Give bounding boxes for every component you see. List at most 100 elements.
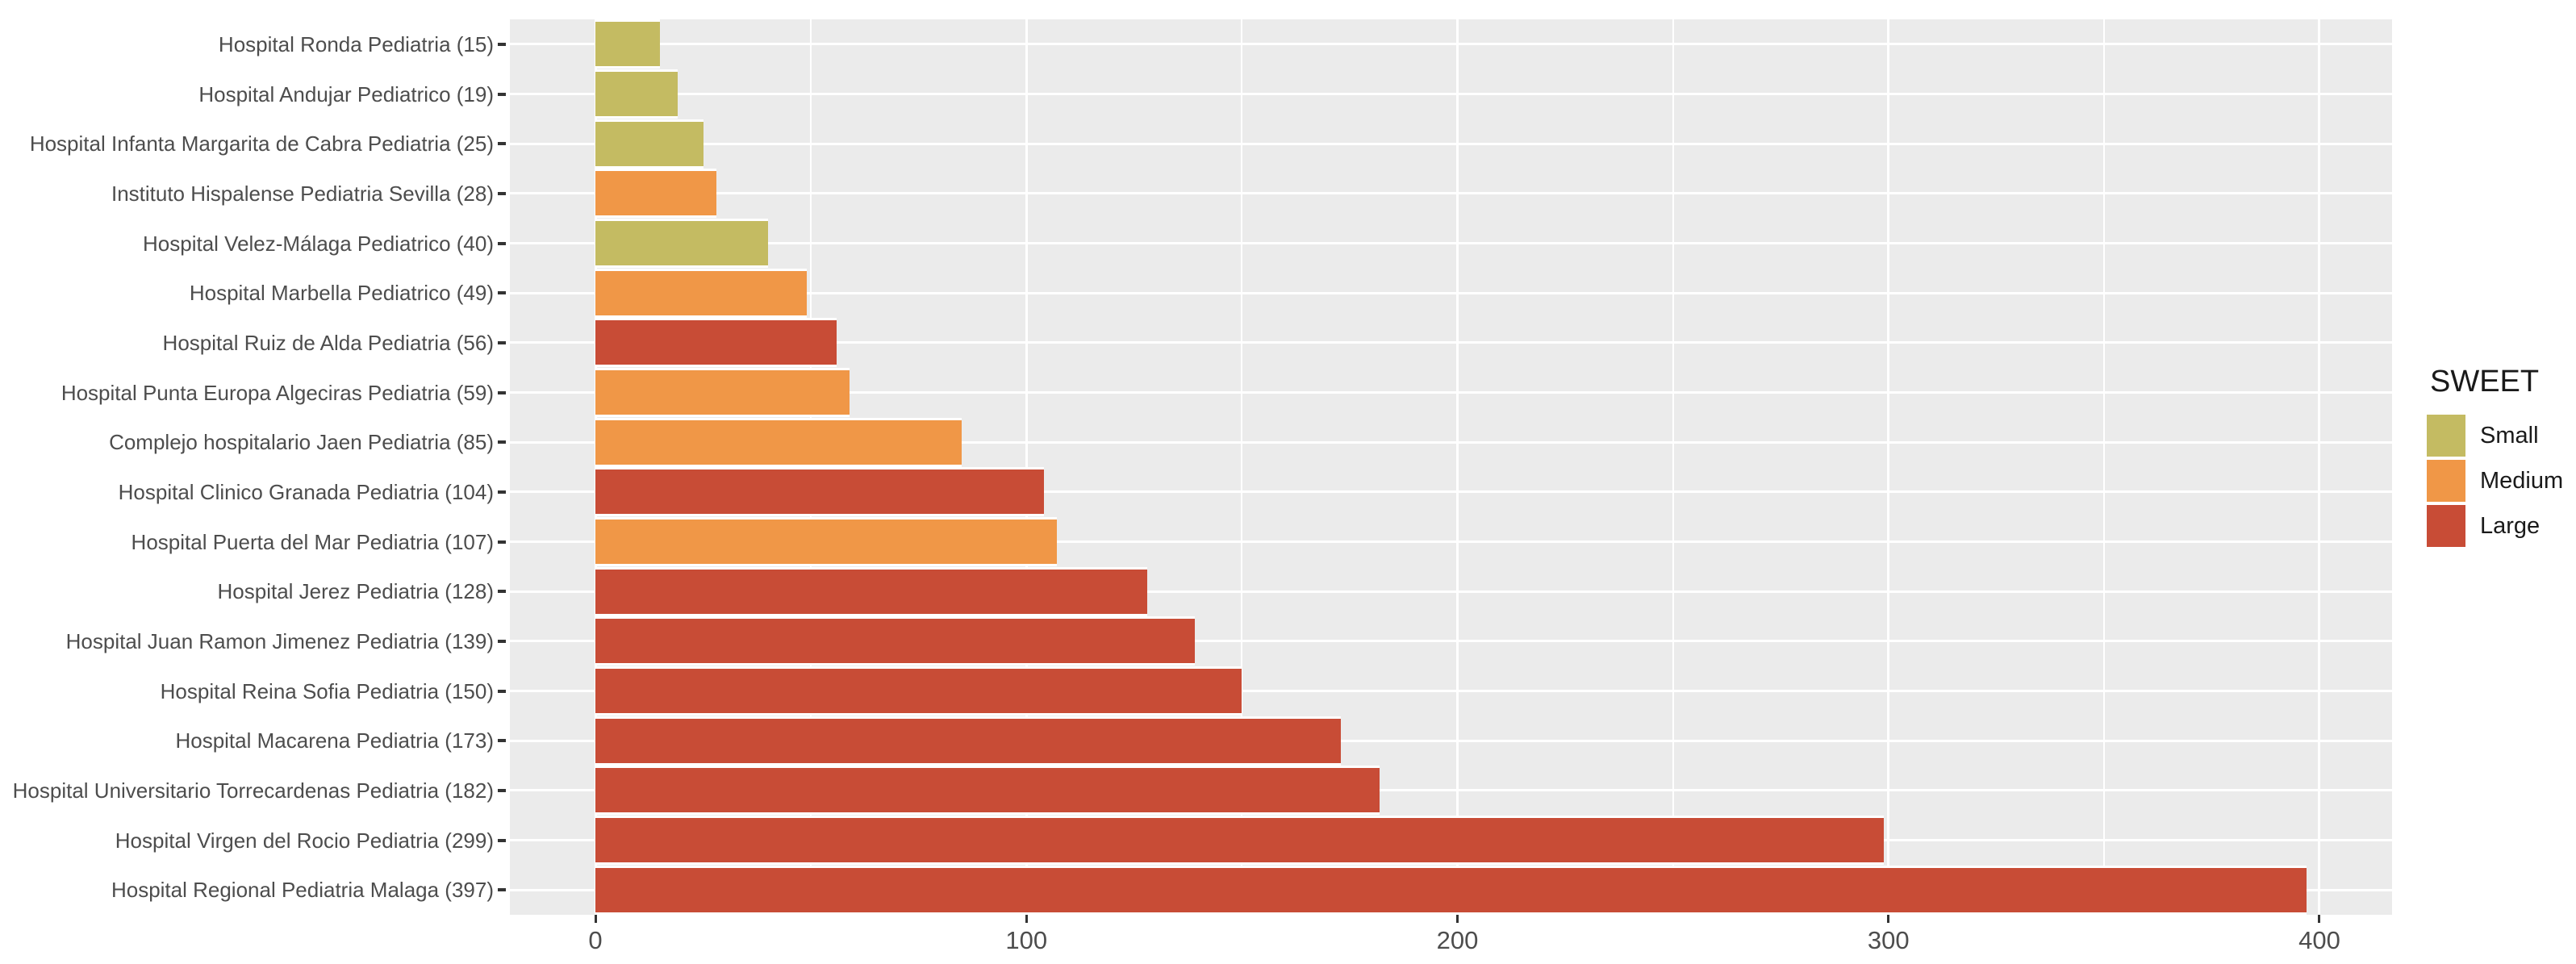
x-tick-mark xyxy=(2318,915,2321,923)
x-tick-mark xyxy=(1887,915,1890,923)
y-tick-mark xyxy=(498,590,506,594)
y-axis-label: Hospital Ronda Pediatria (15) xyxy=(218,31,494,56)
x-tick-label: 0 xyxy=(588,926,603,954)
bar-small-15 xyxy=(595,22,661,67)
legend-items: Small Medium Large xyxy=(2427,415,2576,547)
bar-large-182 xyxy=(595,768,1380,813)
gridline-y-row-4 xyxy=(510,242,2392,244)
y-axis-label: Hospital Jerez Pediatria (128) xyxy=(217,579,495,604)
y-axis-label: Hospital Marbella Pediatrico (49) xyxy=(189,281,494,306)
y-axis-label: Complejo hospitalario Jaen Pediatria (85… xyxy=(109,430,494,455)
gridline-minor-x-150 xyxy=(1241,19,1243,915)
gridline-minor-x-50 xyxy=(810,19,812,915)
y-tick-mark xyxy=(498,142,506,146)
gridline-major-x-300 xyxy=(1887,19,1890,915)
gridline-y-row-15 xyxy=(510,789,2392,792)
gridline-y-row-13 xyxy=(510,690,2392,692)
x-tick-mark xyxy=(1456,915,1459,923)
gridline-major-x-200 xyxy=(1456,19,1459,915)
bar-small-19 xyxy=(595,72,678,116)
bar-large-104 xyxy=(595,469,1044,515)
legend-item-small: Small xyxy=(2427,415,2576,457)
legend-label: Medium xyxy=(2480,467,2564,494)
bar-large-150 xyxy=(595,669,1242,713)
y-axis-label: Hospital Reina Sofia Pediatria (150) xyxy=(160,678,494,703)
legend-title: SWEET xyxy=(2430,365,2540,399)
legend-item-medium: Medium xyxy=(2427,460,2576,502)
y-axis-label: Hospital Punta Europa Algeciras Pediatri… xyxy=(61,380,494,405)
x-tick-label: 100 xyxy=(1005,926,1048,954)
y-tick-mark xyxy=(498,191,506,195)
gridline-y-row-6 xyxy=(510,341,2392,344)
x-tick-mark xyxy=(1025,915,1028,923)
y-tick-mark xyxy=(498,291,506,295)
y-tick-mark xyxy=(498,390,506,394)
gridline-y-row-0 xyxy=(510,43,2392,46)
legend: SWEET Small Medium Large xyxy=(2427,365,2576,550)
x-tick-label: 200 xyxy=(1436,926,1479,954)
gridline-y-row-11 xyxy=(510,590,2392,593)
legend-label: Small xyxy=(2480,422,2539,449)
y-axis-label: Hospital Puerta del Mar Pediatria (107) xyxy=(131,529,494,554)
y-tick-mark xyxy=(498,42,506,46)
gridline-minor-x-250 xyxy=(1672,19,1674,915)
y-tick-mark xyxy=(498,788,506,792)
y-tick-mark xyxy=(498,838,506,842)
y-axis-label: Hospital Regional Pediatria Malaga (397) xyxy=(111,878,494,903)
gridline-y-row-14 xyxy=(510,739,2392,742)
bar-large-397 xyxy=(595,867,2307,912)
y-tick-mark xyxy=(498,440,506,444)
bar-small-40 xyxy=(595,221,768,265)
y-tick-mark xyxy=(498,739,506,743)
bar-medium-85 xyxy=(595,419,962,465)
bar-medium-107 xyxy=(595,520,1057,564)
bar-large-299 xyxy=(595,818,1885,862)
bar-large-173 xyxy=(595,718,1342,763)
gridline-y-row-7 xyxy=(510,391,2392,394)
legend-label: Large xyxy=(2480,512,2541,539)
gridline-y-row-8 xyxy=(510,440,2392,444)
gridline-y-row-12 xyxy=(510,640,2392,643)
y-axis-label: Instituto Hispalense Pediatria Sevilla (… xyxy=(111,181,494,206)
bar-large-128 xyxy=(595,569,1147,614)
x-tick-label: 400 xyxy=(2298,926,2340,954)
y-axis-label: Hospital Infanta Margarita de Cabra Pedi… xyxy=(29,131,494,156)
legend-key-swatch xyxy=(2427,460,2465,502)
y-axis-label: Hospital Velez-Málaga Pediatrico (40) xyxy=(143,231,494,256)
gridline-y-row-5 xyxy=(510,291,2392,294)
y-tick-mark xyxy=(498,340,506,344)
legend-key-swatch xyxy=(2427,505,2465,547)
bar-medium-49 xyxy=(595,270,807,315)
y-tick-mark xyxy=(498,241,506,245)
y-axis-label: Hospital Juan Ramon Jimenez Pediatria (1… xyxy=(65,628,494,653)
y-axis-label: Hospital Virgen del Rocio Pediatria (299… xyxy=(115,828,494,853)
gridline-major-x-0 xyxy=(594,19,597,915)
bar-medium-59 xyxy=(595,370,850,415)
x-tick-mark xyxy=(594,915,597,923)
y-tick-mark xyxy=(498,540,506,544)
y-tick-mark xyxy=(498,639,506,643)
y-axis-label: Hospital Ruiz de Alda Pediatria (56) xyxy=(162,330,494,355)
gridline-y-row-1 xyxy=(510,93,2392,95)
gridline-minor-x-350 xyxy=(2102,19,2105,915)
gridline-y-row-2 xyxy=(510,142,2392,145)
legend-item-large: Large xyxy=(2427,505,2576,547)
gridline-y-row-10 xyxy=(510,540,2392,543)
y-axis-label: Hospital Clinico Granada Pediatria (104) xyxy=(118,479,494,504)
y-tick-mark xyxy=(498,92,506,96)
bar-small-25 xyxy=(595,121,703,166)
bar-large-56 xyxy=(595,320,837,365)
y-axis-label: Hospital Andujar Pediatrico (19) xyxy=(198,81,494,106)
gridline-major-x-100 xyxy=(1025,19,1028,915)
y-tick-mark xyxy=(498,888,506,892)
y-axis-label: Hospital Macarena Pediatria (173) xyxy=(175,728,494,753)
legend-key-swatch xyxy=(2427,415,2465,457)
gridline-y-row-9 xyxy=(510,490,2392,494)
gridline-y-row-3 xyxy=(510,192,2392,195)
bar-medium-28 xyxy=(595,171,716,216)
y-tick-mark xyxy=(498,490,506,494)
x-tick-label: 300 xyxy=(1867,926,1910,954)
bar-large-139 xyxy=(595,619,1195,664)
y-axis-label: Hospital Universitario Torrecardenas Ped… xyxy=(12,778,494,803)
